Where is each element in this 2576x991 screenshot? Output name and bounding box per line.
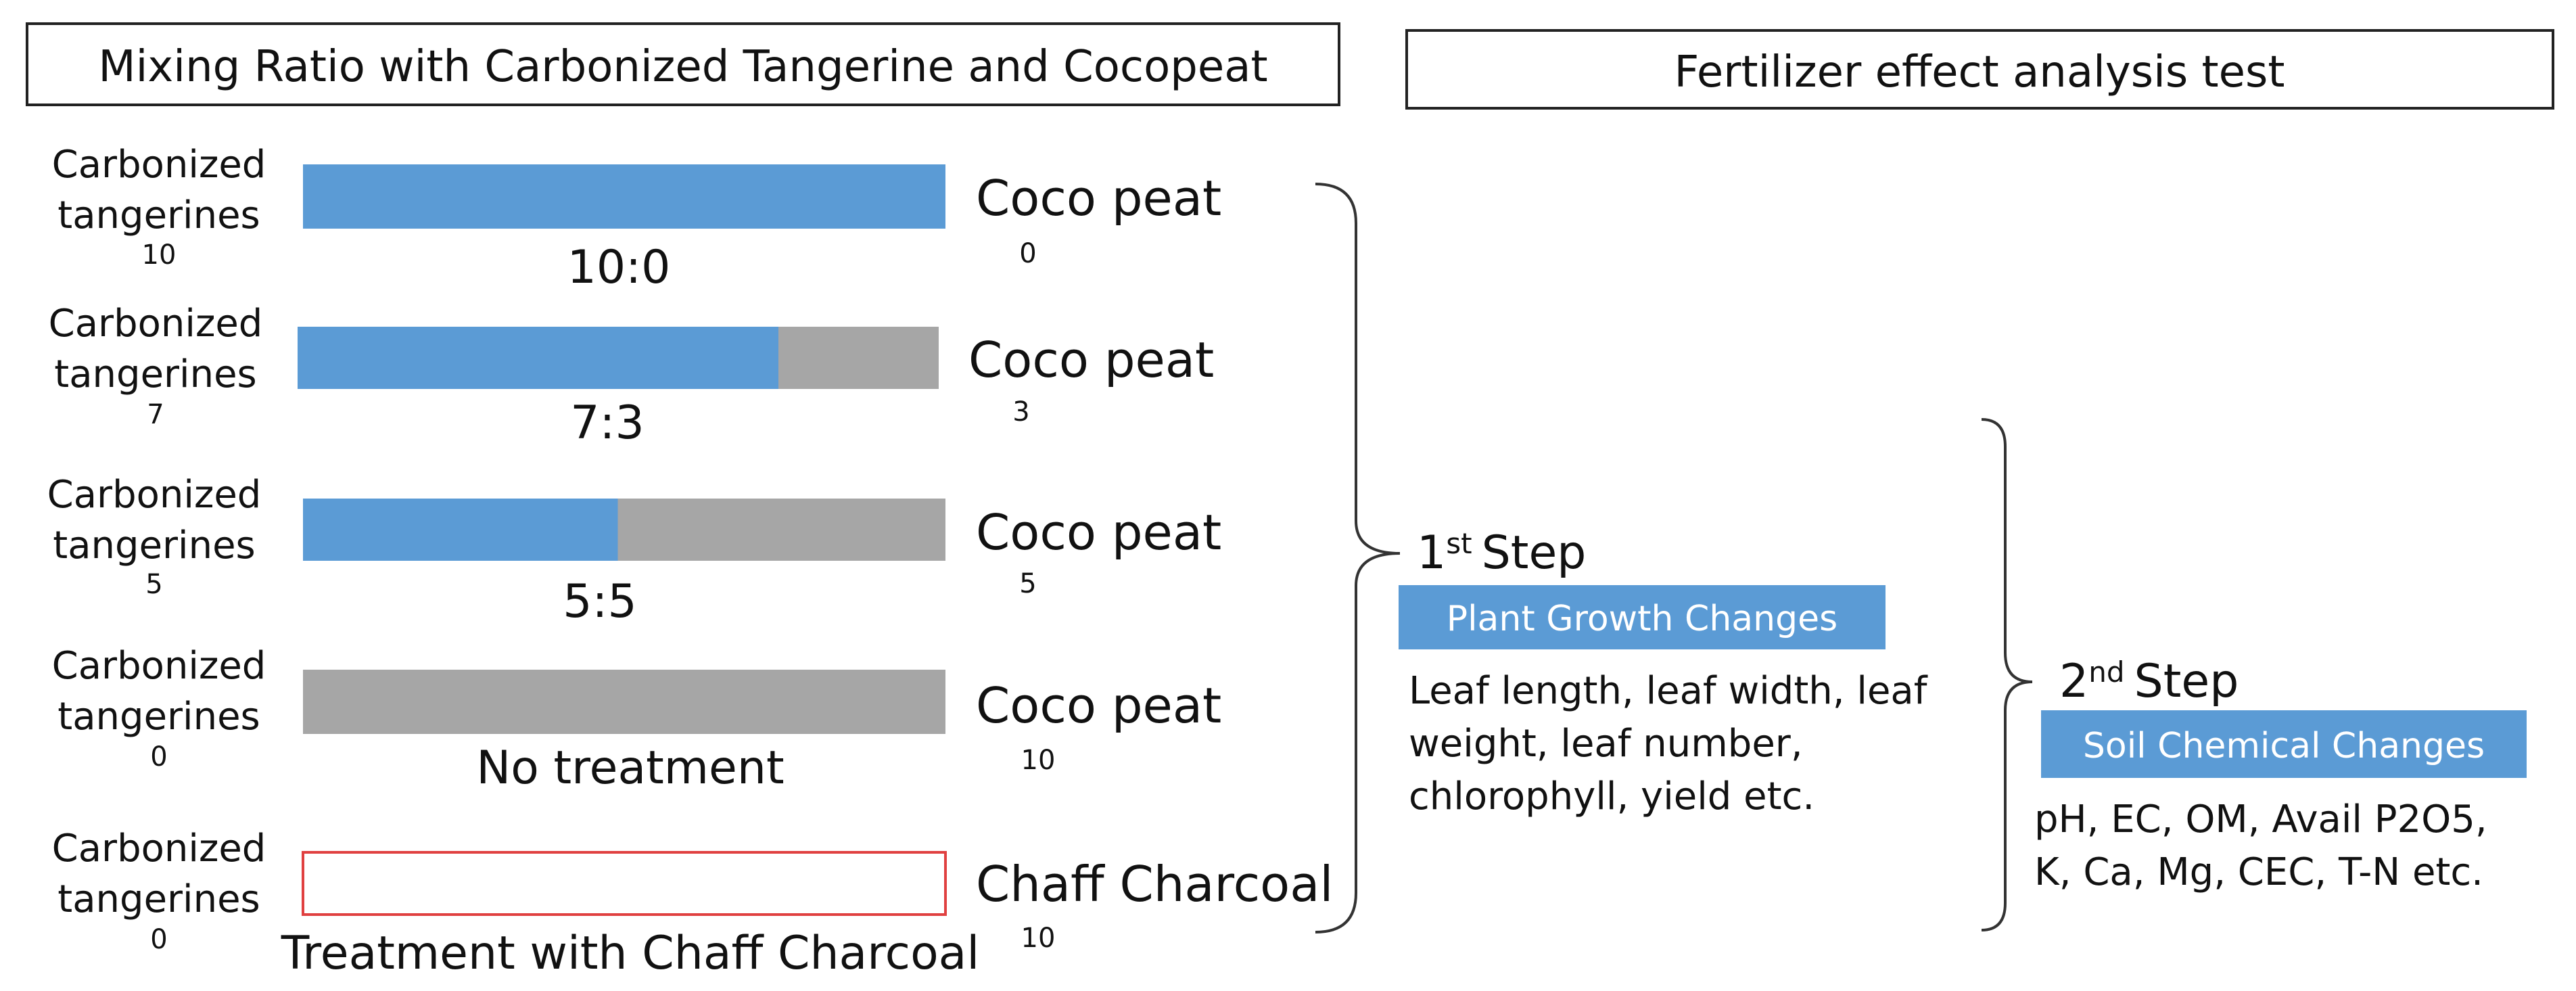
step1-title: 1st Step bbox=[1417, 526, 1586, 580]
header-left-text: Mixing Ratio with Carbonized Tangerine a… bbox=[98, 42, 1267, 92]
mix-2-right-label: Coco peat bbox=[968, 331, 1214, 388]
header-right-box bbox=[1405, 29, 2554, 110]
mix-5-right-amount: 10 bbox=[1021, 923, 1056, 954]
mix-2-carbonized-segment bbox=[298, 327, 778, 389]
mix-2-ratio-label: 7:3 bbox=[570, 396, 644, 450]
step1-word: Step bbox=[1482, 526, 1587, 580]
step1-box bbox=[1399, 585, 1886, 649]
mix-2-left-line1: Carbonized bbox=[49, 302, 263, 346]
mix-row-5: Carbonized tangerines 0 Treatment with C… bbox=[52, 827, 1334, 980]
mix-1-carbonized-segment bbox=[303, 164, 945, 229]
mix-2-right-amount: 3 bbox=[1012, 396, 1029, 428]
mix-3-right-amount: 5 bbox=[1019, 568, 1036, 599]
mix-5-right-label: Chaff Charcoal bbox=[976, 856, 1333, 913]
mix-4-left-line1: Carbonized bbox=[52, 644, 266, 688]
step2-suffix: nd bbox=[2088, 655, 2124, 689]
step1-desc-line-1: Leaf length, leaf width, leaf bbox=[1409, 669, 1928, 713]
bracket-mixes-to-step1 bbox=[1315, 183, 1401, 934]
step1-suffix: st bbox=[1446, 527, 1472, 560]
mix-4-left-amount: 0 bbox=[150, 741, 167, 773]
mix-3-cocopeat-segment bbox=[617, 499, 945, 561]
step2-desc-line-2: K, Ca, Mg, CEC, T-N etc. bbox=[2034, 850, 2483, 894]
step1-number: 1 bbox=[1417, 526, 1446, 580]
mix-1-right-label: Coco peat bbox=[976, 170, 1221, 227]
mix-2-left-amount: 7 bbox=[147, 399, 164, 430]
mix-2-cocopeat-segment bbox=[778, 327, 939, 389]
step2: 2nd Step Soil Chemical Changes pH, EC, OM… bbox=[2034, 655, 2527, 894]
mix-1-left-amount: 10 bbox=[142, 239, 177, 271]
mix-3-right-label: Coco peat bbox=[976, 504, 1221, 561]
mix-row-1: Carbonized tangerines 10 10:0 Coco peat … bbox=[52, 143, 1222, 294]
mix-3-ratio-label: 5:5 bbox=[563, 575, 636, 628]
step2-box bbox=[2041, 710, 2527, 778]
mix-4-right-label: Coco peat bbox=[976, 677, 1221, 734]
mix-5-chaff-charcoal-outline-bar bbox=[302, 851, 947, 916]
step2-desc-line-1: pH, EC, OM, Avail P2O5, bbox=[2034, 798, 2487, 842]
mix-1-left-line1: Carbonized bbox=[52, 143, 266, 187]
mix-row-4: Carbonized tangerines 0 No treatment Coc… bbox=[52, 644, 1222, 795]
bracket-step1-to-step2 bbox=[1981, 418, 2033, 931]
step1-box-label: Plant Growth Changes bbox=[1447, 599, 1837, 639]
step1-desc-line-2: weight, leaf number, bbox=[1409, 722, 1803, 766]
mix-1-right-amount: 0 bbox=[1019, 238, 1036, 269]
mix-5-left-line1: Carbonized bbox=[52, 827, 266, 871]
header-left: Mixing Ratio with Carbonized Tangerine a… bbox=[26, 22, 1340, 106]
step2-number: 2 bbox=[2059, 655, 2088, 708]
mix-4-ratio-label: No treatment bbox=[476, 741, 784, 795]
header-right-text: Fertilizer effect analysis test bbox=[1675, 47, 2285, 97]
mix-3-left-amount: 5 bbox=[145, 569, 162, 600]
mix-row-3: Carbonized tangerines 5 5:5 Coco peat 5 bbox=[47, 473, 1222, 628]
mix-4-right-amount: 10 bbox=[1021, 745, 1056, 776]
mix-3-carbonized-segment bbox=[303, 499, 618, 561]
mix-1-left-line2: tangerines bbox=[57, 193, 260, 237]
step1-desc-line-3: chlorophyll, yield etc. bbox=[1409, 775, 1814, 819]
mix-3-left-line1: Carbonized bbox=[47, 473, 262, 517]
mix-row-2: Carbonized tangerines 7 7:3 Coco peat 3 bbox=[49, 302, 1215, 450]
mix-2-left-line2: tangerines bbox=[54, 352, 256, 396]
header-left-box bbox=[26, 22, 1340, 106]
mix-4-cocopeat-segment bbox=[303, 670, 945, 734]
mix-5-left-amount: 0 bbox=[150, 924, 167, 955]
mix-1-ratio-label: 10:0 bbox=[567, 241, 671, 294]
mix-3-left-line2: tangerines bbox=[53, 524, 255, 568]
mix-5-ratio-label: Treatment with Chaff Charcoal bbox=[281, 927, 979, 980]
step1: 1st Step Plant Growth Changes Leaf length… bbox=[1399, 526, 1928, 819]
step2-title: 2nd Step bbox=[2059, 655, 2239, 708]
step2-word: Step bbox=[2134, 655, 2239, 708]
step2-box-label: Soil Chemical Changes bbox=[2083, 726, 2485, 766]
mix-5-left-line2: tangerines bbox=[57, 877, 260, 921]
header-right: Fertilizer effect analysis test bbox=[1405, 29, 2554, 110]
mix-4-left-line2: tangerines bbox=[57, 695, 260, 739]
